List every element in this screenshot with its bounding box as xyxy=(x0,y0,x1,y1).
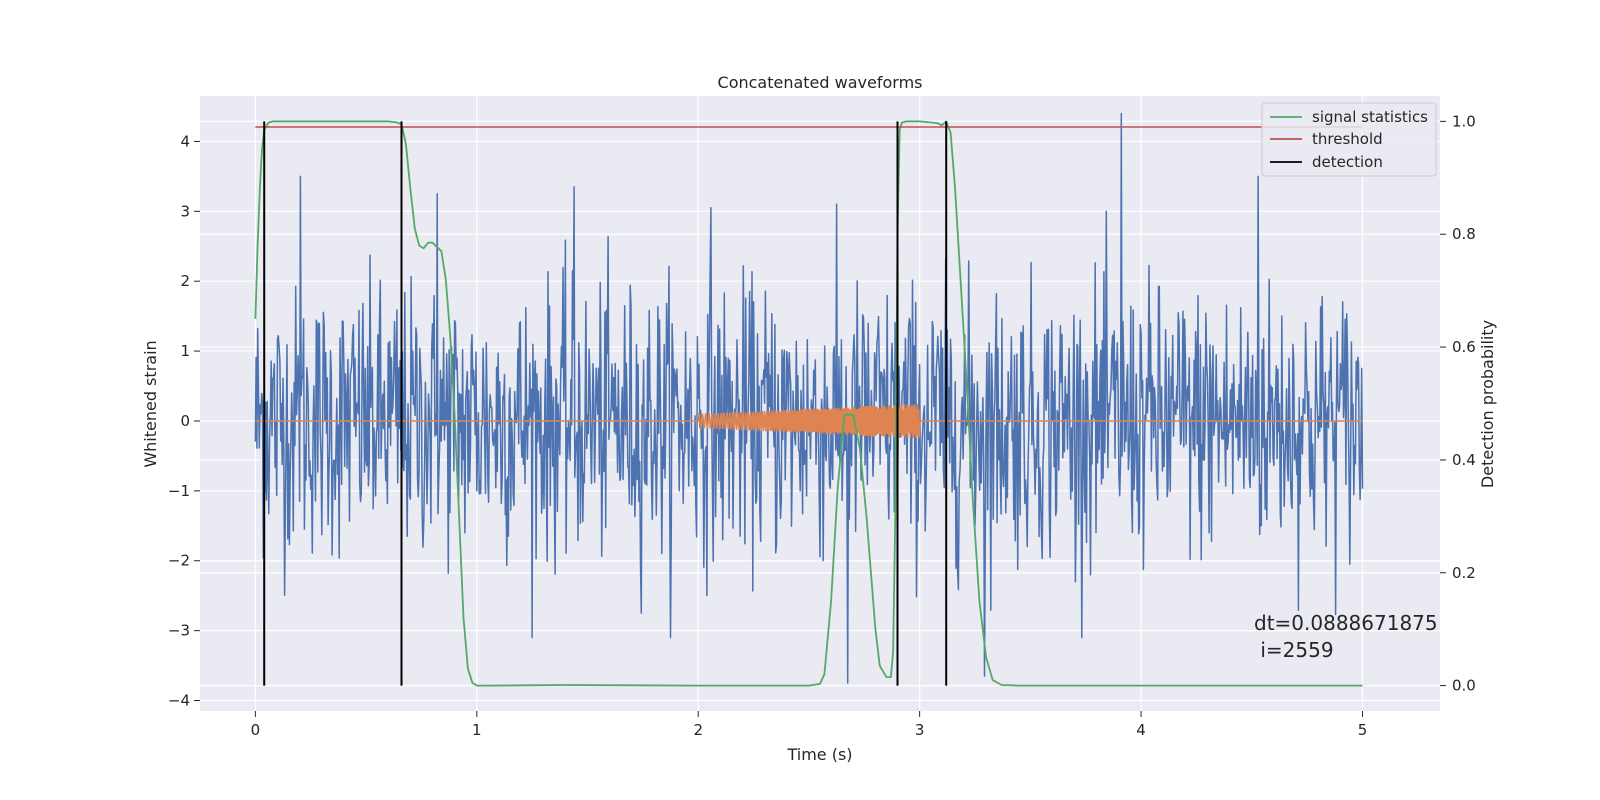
y-left-tick-label: 4 xyxy=(180,132,190,150)
x-tick-label: 1 xyxy=(472,721,482,739)
y-left-tick-label: −4 xyxy=(168,692,190,710)
annotation-dt: dt=0.0888671875 xyxy=(1254,611,1438,635)
y-right-tick-label: 0.8 xyxy=(1452,225,1476,243)
y-right-tick-label: 1.0 xyxy=(1452,112,1476,130)
y-left-tick-label: −2 xyxy=(168,552,190,570)
legend: signal statistics threshold detection xyxy=(1261,102,1437,177)
y-right-tick-label: 0.6 xyxy=(1452,338,1476,356)
y-left-tick-label: 0 xyxy=(180,412,190,430)
y-axis-label-right: Detection probability xyxy=(1478,320,1497,488)
y-left-tick-label: 3 xyxy=(180,202,190,220)
x-tick-label: 3 xyxy=(915,721,925,739)
chart-title: Concatenated waveforms xyxy=(718,73,923,92)
legend-label-detection: detection xyxy=(1312,153,1383,171)
statistics-series xyxy=(254,120,1363,687)
y-right-tick-label: 0.4 xyxy=(1452,451,1476,469)
x-tick-label: 4 xyxy=(1136,721,1146,739)
annotation-i: i=2559 xyxy=(1254,638,1334,662)
x-tick-label: 2 xyxy=(693,721,703,739)
y-left-tick-label: 2 xyxy=(180,272,190,290)
detection-series xyxy=(263,121,948,686)
legend-label-threshold: threshold xyxy=(1312,130,1383,148)
x-axis-label: Time (s) xyxy=(786,745,852,764)
x-tick-label: 0 xyxy=(251,721,261,739)
y-left-tick-label: −3 xyxy=(168,622,190,640)
tick-labels: 0 1 2 3 4 5 −4 −3 −2 −1 0 1 2 3 4 0.0 0.2 0.4 0.6 0.8 1.0 xyxy=(168,112,1476,739)
y-right-tick-label: 0.0 xyxy=(1452,677,1476,695)
waveform-series xyxy=(255,403,1363,439)
legend-box xyxy=(1261,102,1437,177)
y-left-tick-label: 1 xyxy=(180,342,190,360)
legend-label-statistics: signal statistics xyxy=(1312,108,1428,126)
y-right-tick-label: 0.2 xyxy=(1452,564,1476,582)
y-axis-label-left: Whitened strain xyxy=(141,340,160,467)
y-left-tick-label: −1 xyxy=(168,482,190,500)
x-tick-label: 5 xyxy=(1358,721,1368,739)
